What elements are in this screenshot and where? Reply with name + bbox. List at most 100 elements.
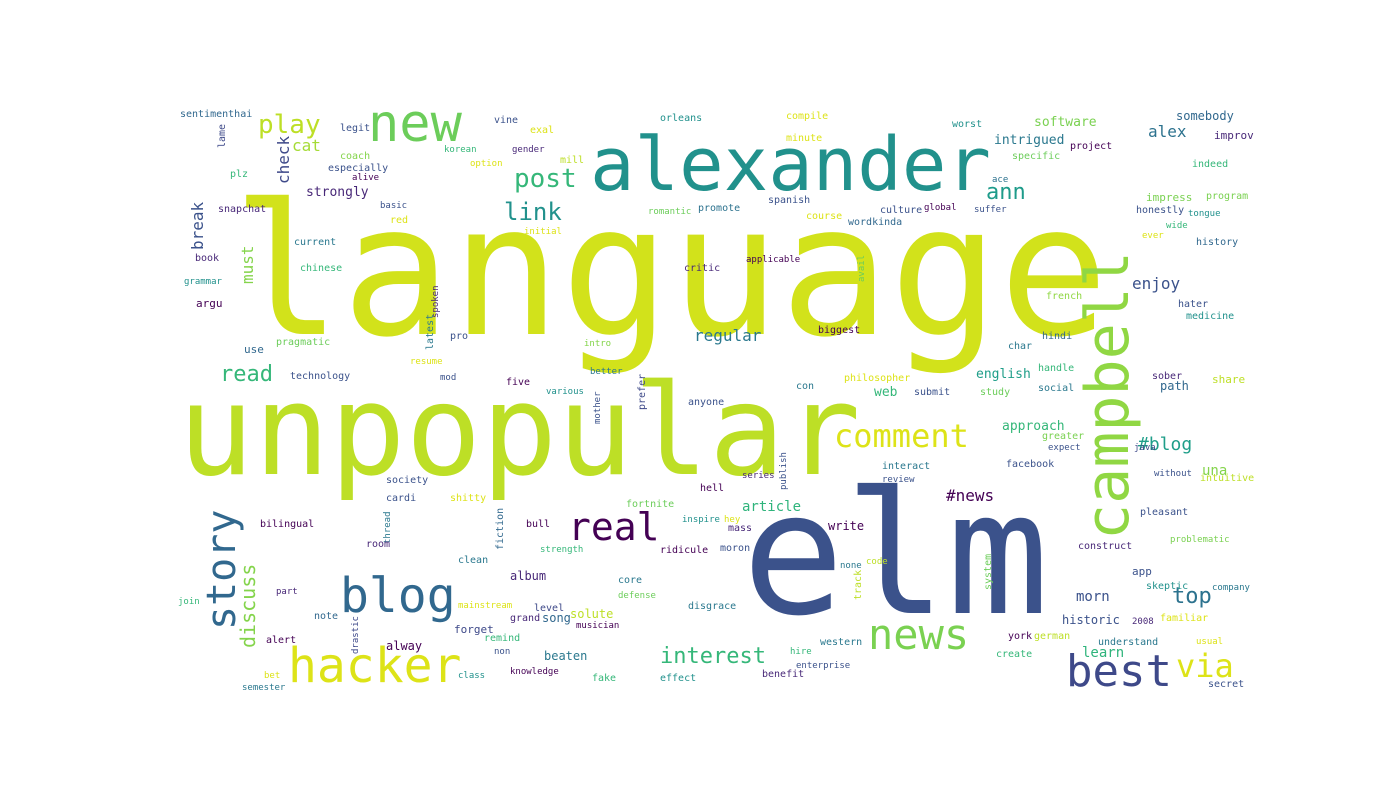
cloud-word: better bbox=[590, 367, 623, 377]
cloud-word: five bbox=[506, 377, 531, 388]
cloud-word: fortnite bbox=[626, 499, 675, 510]
cloud-word: java bbox=[1134, 443, 1156, 453]
cloud-word: solute bbox=[570, 607, 614, 621]
cloud-word: biggest bbox=[818, 325, 861, 336]
cloud-word: gender bbox=[512, 145, 545, 155]
cloud-word: mother bbox=[593, 391, 603, 424]
cloud-word: handle bbox=[1038, 363, 1075, 374]
cloud-word: bilingual bbox=[260, 519, 315, 530]
cloud-word: project bbox=[1070, 141, 1113, 152]
cloud-word: problematic bbox=[1170, 535, 1230, 545]
cloud-word: french bbox=[1046, 291, 1083, 302]
cloud-word: part bbox=[276, 587, 298, 597]
cloud-word: via bbox=[1176, 647, 1234, 685]
cloud-word: critic bbox=[684, 263, 721, 274]
cloud-word: con bbox=[796, 381, 815, 392]
cloud-word: lame bbox=[217, 123, 228, 148]
cloud-word: post bbox=[514, 164, 577, 194]
cloud-word: core bbox=[618, 575, 643, 586]
cloud-word: alex bbox=[1148, 122, 1187, 141]
cloud-word: check bbox=[274, 135, 293, 184]
cloud-word: mill bbox=[560, 155, 585, 166]
cloud-word: semester bbox=[242, 683, 286, 693]
cloud-word: mainstream bbox=[458, 601, 513, 611]
cloud-word: submit bbox=[914, 387, 951, 398]
cloud-word: western bbox=[820, 637, 863, 648]
cloud-word: intro bbox=[584, 339, 612, 349]
cloud-word: sentimenthai bbox=[180, 109, 253, 120]
cloud-word: snapchat bbox=[218, 204, 267, 215]
cloud-word: alway bbox=[386, 639, 423, 653]
cloud-word: expect bbox=[1048, 443, 1081, 453]
cloud-word: regular bbox=[694, 326, 762, 345]
cloud-word: wide bbox=[1166, 221, 1188, 231]
cloud-word: indeed bbox=[1192, 159, 1229, 170]
cloud-word: greater bbox=[1042, 431, 1085, 442]
cloud-word: red bbox=[390, 215, 409, 226]
cloud-word: intuitive bbox=[1200, 473, 1255, 484]
cloud-word: intrigued bbox=[994, 133, 1065, 148]
cloud-word: company bbox=[1212, 583, 1250, 593]
cloud-word: initial bbox=[524, 227, 562, 237]
cloud-word: bet bbox=[264, 671, 281, 681]
cloud-word: historic bbox=[1062, 613, 1120, 627]
cloud-word: spanish bbox=[768, 195, 811, 206]
cloud-word: best bbox=[1066, 646, 1172, 697]
cloud-word: tongue bbox=[1188, 209, 1221, 219]
cloud-word: app bbox=[1132, 565, 1152, 578]
cloud-word: #blog bbox=[1138, 434, 1193, 455]
cloud-word: level bbox=[534, 603, 565, 614]
cloud-word: publish bbox=[779, 452, 789, 490]
cloud-word: construct bbox=[1078, 541, 1133, 552]
cloud-word: morn bbox=[1076, 589, 1110, 605]
cloud-word: mod bbox=[440, 373, 457, 383]
cloud-word: share bbox=[1212, 373, 1246, 386]
cloud-word: legit bbox=[340, 123, 371, 134]
cloud-word: campbell bbox=[1073, 251, 1143, 540]
cloud-word: track bbox=[853, 569, 864, 600]
cloud-word: hacker bbox=[288, 638, 462, 694]
cloud-word: song bbox=[542, 611, 571, 625]
cloud-word: must bbox=[238, 245, 257, 284]
cloud-word: hey bbox=[724, 515, 741, 525]
cloud-word: join bbox=[178, 597, 200, 607]
cloud-word: culture bbox=[880, 205, 923, 216]
cloud-word: benefit bbox=[762, 669, 805, 680]
cloud-word: specific bbox=[1012, 151, 1061, 162]
cloud-word: minute bbox=[786, 133, 823, 144]
cloud-word: grand bbox=[510, 613, 541, 624]
cloud-word: room bbox=[366, 539, 391, 550]
cloud-word: pleasant bbox=[1140, 507, 1189, 518]
cloud-word: enjoy bbox=[1132, 274, 1181, 293]
cloud-word: pro bbox=[450, 331, 469, 342]
cloud-word: medicine bbox=[1186, 311, 1235, 322]
cloud-word: fiction bbox=[495, 507, 506, 550]
cloud-word: fake bbox=[592, 673, 617, 684]
cloud-word: korean bbox=[444, 145, 477, 155]
cloud-word: cat bbox=[292, 136, 321, 155]
cloud-word: musician bbox=[576, 621, 620, 631]
cloud-word: avail bbox=[857, 254, 867, 282]
cloud-word: forget bbox=[454, 623, 494, 636]
cloud-word: play bbox=[258, 110, 321, 140]
cloud-word: top bbox=[1172, 584, 1212, 609]
cloud-word: english bbox=[976, 367, 1031, 382]
cloud-word: hindi bbox=[1042, 331, 1073, 342]
cloud-word: history bbox=[1196, 237, 1239, 248]
cloud-word: mass bbox=[728, 523, 753, 534]
cloud-word: argu bbox=[196, 297, 223, 310]
cloud-word: ace bbox=[992, 175, 1009, 185]
cloud-word: enterprise bbox=[796, 661, 851, 671]
cloud-word: strongly bbox=[306, 185, 369, 200]
cloud-word: especially bbox=[328, 163, 389, 174]
cloud-word: bull bbox=[526, 519, 551, 530]
cloud-word: discuss bbox=[236, 563, 260, 648]
cloud-word: none bbox=[840, 561, 862, 571]
cloud-word: read bbox=[220, 362, 273, 387]
cloud-word: new bbox=[368, 94, 462, 154]
cloud-word: impress bbox=[1146, 191, 1193, 204]
cloud-word: article bbox=[742, 499, 802, 515]
cloud-word: applicable bbox=[746, 255, 801, 265]
cloud-word: unpopular bbox=[178, 357, 861, 504]
cloud-word: break bbox=[188, 201, 207, 250]
